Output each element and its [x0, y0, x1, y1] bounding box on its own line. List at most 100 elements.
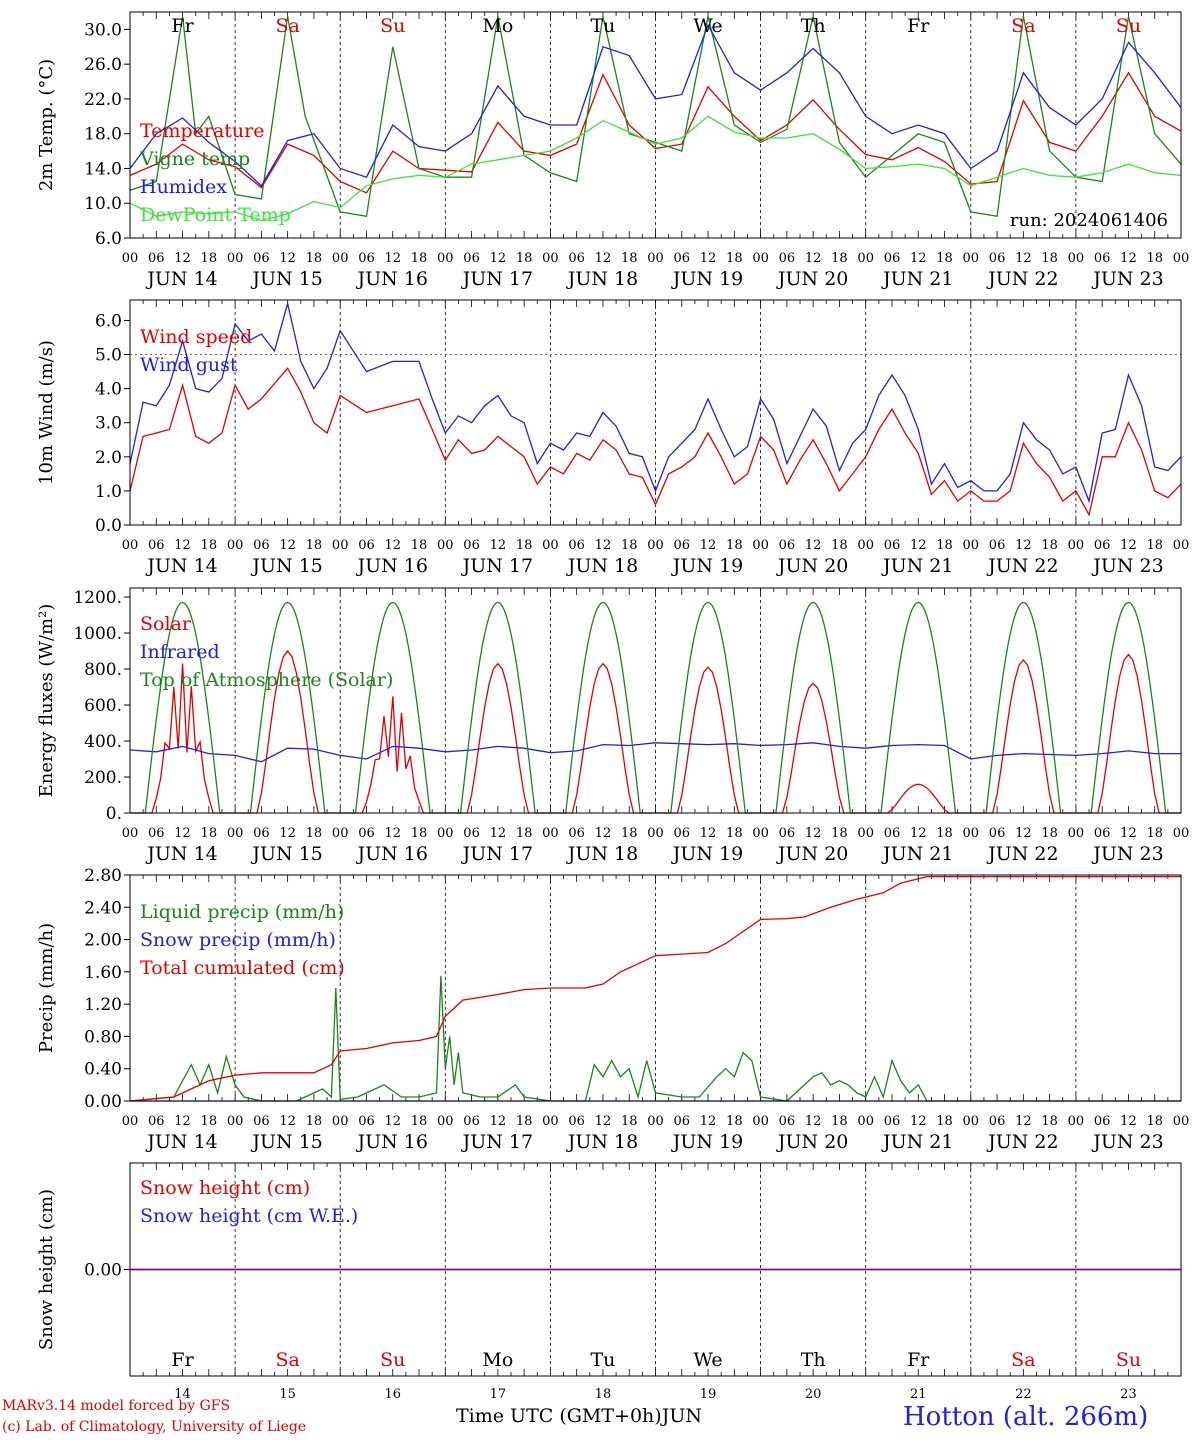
y-tick-label: 3.0	[95, 414, 122, 434]
hour-tick-label: 18	[726, 251, 743, 266]
hour-tick-label: 18	[831, 826, 848, 841]
day-label: JUN 20	[776, 843, 848, 865]
hour-tick-label: 00	[542, 1114, 559, 1129]
hour-tick-label: 12	[384, 251, 401, 266]
hour-tick-label: 00	[227, 538, 244, 553]
legend-entry: Top of Atmosphere (Solar)	[140, 669, 393, 691]
hour-tick-label: 12	[490, 538, 507, 553]
hour-tick-label: 00	[332, 1114, 349, 1129]
day-number: 22	[1015, 1387, 1032, 1402]
hour-tick-label: 00	[332, 826, 349, 841]
hour-tick-label: 00	[963, 251, 980, 266]
hour-tick-label: 18	[201, 251, 218, 266]
y-tick-label: 2.80	[84, 866, 122, 886]
day-label: JUN 21	[881, 1131, 953, 1153]
hour-tick-label: 00	[752, 538, 769, 553]
hour-tick-label: 06	[148, 538, 165, 553]
series-humidex	[129, 23, 1182, 187]
hour-tick-label: 18	[621, 538, 638, 553]
y-tick-label: 2.0	[95, 448, 122, 468]
y-tick-label: 1200.	[73, 588, 122, 608]
hour-tick-label: 00	[647, 538, 664, 553]
hour-tick-label: 06	[1094, 1114, 1111, 1129]
day-label: JUN 14	[145, 1131, 217, 1153]
hour-tick-label: 06	[1094, 251, 1111, 266]
y-tick-label: 18.0	[84, 125, 122, 145]
y-tick-label: 22.0	[84, 90, 122, 110]
hour-tick-label: 18	[1146, 1114, 1163, 1129]
hour-tick-label: 12	[174, 1114, 191, 1129]
day-label: JUN 14	[145, 555, 217, 577]
hour-tick-label: 00	[857, 251, 874, 266]
legend-entry: Wind speed	[140, 326, 252, 348]
hour-tick-label: 06	[779, 1114, 796, 1129]
hour-tick-label: 18	[306, 538, 323, 553]
hour-tick-label: 12	[279, 1114, 296, 1129]
hour-tick-label: 12	[805, 1114, 822, 1129]
hour-tick-label: 06	[1094, 826, 1111, 841]
hour-tick-label: 06	[358, 251, 375, 266]
hour-tick-label: 06	[568, 251, 585, 266]
hour-tick-label: 00	[437, 1114, 454, 1129]
hour-tick-label: 06	[884, 1114, 901, 1129]
day-number: 14	[174, 1387, 191, 1402]
weekday-label: Sa	[1011, 15, 1035, 37]
hour-tick-label: 06	[253, 251, 270, 266]
legend-entry: Wind gust	[140, 354, 238, 376]
hour-tick-label: 12	[174, 251, 191, 266]
day-label: JUN 19	[671, 555, 743, 577]
day-label: JUN 22	[986, 555, 1058, 577]
day-label: JUN 20	[776, 1131, 848, 1153]
legend-entry: Vigne temp	[139, 148, 250, 170]
weekday-label: Su	[1116, 1349, 1141, 1371]
hour-tick-label: 12	[490, 1114, 507, 1129]
hour-tick-label: 00	[332, 251, 349, 266]
hour-tick-label: 12	[910, 826, 927, 841]
day-label: JUN 23	[1091, 1131, 1163, 1153]
hour-tick-label: 18	[831, 1114, 848, 1129]
hour-tick-label: 06	[253, 826, 270, 841]
hour-tick-label: 00	[857, 826, 874, 841]
day-label: JUN 17	[461, 1131, 533, 1153]
y-tick-label: 30.0	[84, 20, 122, 40]
hour-tick-label: 18	[726, 1114, 743, 1129]
series-wind-gust	[129, 303, 1182, 504]
day-label: JUN 22	[986, 1131, 1058, 1153]
hour-tick-label: 06	[148, 251, 165, 266]
day-label: JUN 15	[250, 1131, 322, 1153]
y-axis-label: Precip (mm/h)	[36, 923, 57, 1053]
weekday-label: Tu	[590, 1349, 615, 1371]
hour-tick-label: 18	[621, 251, 638, 266]
day-number: 21	[910, 1387, 927, 1402]
hour-tick-label: 06	[674, 826, 691, 841]
model-credit: MARv3.14 model forced by GFS	[2, 1398, 231, 1414]
panel-1: 6.0 10.0 14.0 18.0 22.0 26.0 30.0 2m Temp. (°C)…	[36, 11, 1189, 290]
series-dewpoint-temp	[129, 115, 1182, 222]
hour-tick-label: 12	[1120, 251, 1137, 266]
hour-tick-label: 12	[805, 538, 822, 553]
lab-credit: (c) Lab. of Climatology, University of L…	[2, 1419, 307, 1435]
hour-tick-label: 18	[621, 1114, 638, 1129]
hour-tick-label: 12	[910, 1114, 927, 1129]
hour-tick-label: 18	[1146, 251, 1163, 266]
hour-tick-label: 06	[463, 826, 480, 841]
plot-frame	[129, 587, 1182, 814]
hour-tick-label: 18	[936, 826, 953, 841]
y-tick-label: 1.60	[84, 963, 122, 983]
day-label: JUN 19	[671, 268, 743, 290]
hour-tick-label: 12	[700, 826, 717, 841]
hour-tick-label: 18	[516, 1114, 533, 1129]
y-tick-label: 0.00	[84, 1092, 122, 1112]
day-label: JUN 17	[461, 843, 533, 865]
hour-tick-label: 12	[1120, 1114, 1137, 1129]
plot-frame	[129, 11, 1182, 239]
hour-tick-label: 18	[1041, 1114, 1058, 1129]
day-label: JUN 19	[671, 1131, 743, 1153]
hour-tick-label: 00	[542, 251, 559, 266]
hour-tick-label: 06	[884, 538, 901, 553]
y-tick-label: 0.00	[84, 1261, 122, 1281]
weekday-label: Su	[380, 15, 405, 37]
hour-tick-label: 00	[437, 538, 454, 553]
panel-3: 0. 200. 400. 600. 800. 1000. 1200. Energy fluxe…	[36, 587, 1189, 865]
